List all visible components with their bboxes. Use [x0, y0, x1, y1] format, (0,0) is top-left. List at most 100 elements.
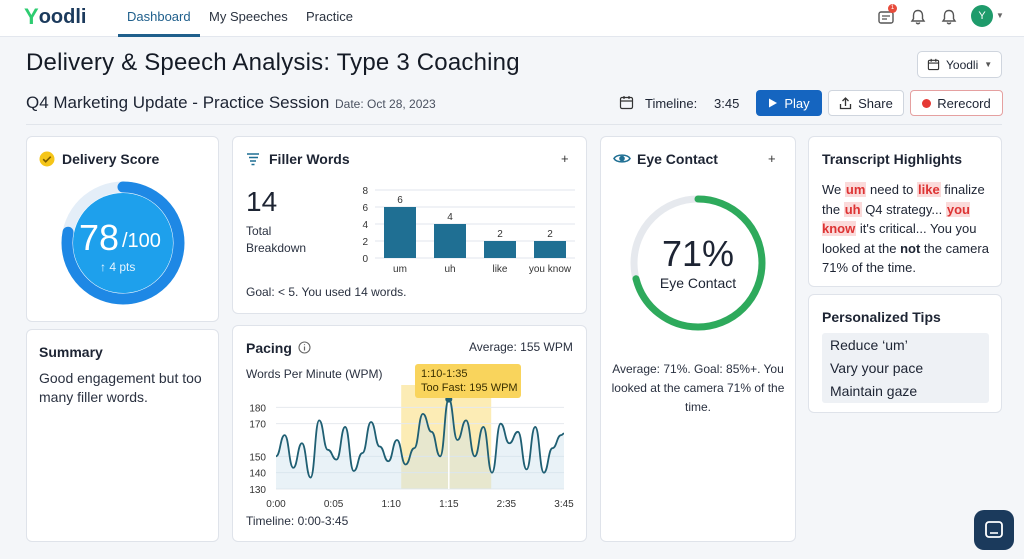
- data-label: 2: [547, 229, 553, 240]
- rerecord-label: Rerecord: [937, 95, 991, 111]
- transcript-text: We um need to like finalize the uh Q4 st…: [822, 180, 994, 278]
- bell-icon-secondary[interactable]: [940, 8, 958, 26]
- pacing-area: [276, 399, 564, 489]
- bar-um: [384, 207, 416, 258]
- active-tab-indicator: [118, 34, 200, 37]
- eye-contact-note: Average: 71%. Goal: 85%+. You looked at …: [611, 362, 785, 414]
- timeline-value: 3:45: [714, 96, 740, 111]
- tip-item: Maintain gaze: [830, 383, 918, 399]
- delivery-score-delta: ↑ 4 pts: [100, 260, 136, 274]
- play-icon: [769, 98, 778, 108]
- add-icon[interactable]: +: [768, 151, 776, 166]
- play-label: Play: [784, 95, 810, 111]
- filler-total-count: 14: [246, 186, 278, 217]
- y-tick-label: 150: [249, 452, 266, 463]
- tab-practice[interactable]: Practice: [306, 9, 353, 24]
- transcript-segment: it's critical... You you looked at the: [822, 221, 977, 256]
- filler-highlight: like: [917, 182, 941, 197]
- pacing-line: [275, 398, 565, 479]
- bar-like: [484, 241, 516, 258]
- timeline-label: Timeline:: [645, 96, 698, 111]
- check-circle-icon: [39, 151, 55, 167]
- tip-item: Vary your pace: [830, 360, 924, 376]
- y-tick-label: 180: [249, 403, 266, 414]
- info-icon[interactable]: [298, 341, 311, 354]
- x-tick-label: 3:45: [554, 499, 574, 510]
- x-tick-label: you know: [529, 264, 572, 275]
- workspace-select[interactable]: Yoodli ▼: [917, 51, 1002, 78]
- play-button[interactable]: Play: [756, 90, 822, 116]
- y-tick-label: 2: [362, 237, 368, 248]
- y-tick-label: 4: [362, 220, 368, 231]
- delivery-score-denominator: /100: [122, 230, 161, 252]
- tooltip-range: 1:10-1:35: [421, 368, 468, 380]
- avatar[interactable]: Y: [971, 5, 993, 27]
- pacing-line-chart: 130 140 150 170 180 0:00 0:05 1:10 1:15 2:35 3:45: [249, 385, 574, 510]
- bar-you-know: [534, 241, 566, 258]
- inbox-icon[interactable]: [877, 8, 895, 26]
- tooltip-text: Too Fast: 195 WPM: [421, 382, 518, 394]
- yoodli-logo[interactable]: Y oodli: [24, 4, 87, 29]
- x-tick-label: uh: [444, 264, 455, 275]
- x-tick-label: 1:10: [381, 499, 401, 510]
- filler-total-label: Total: [246, 224, 272, 238]
- chevron-down-icon[interactable]: ▼: [996, 11, 1004, 20]
- bell-icon[interactable]: [909, 8, 927, 26]
- workspace-label: Yoodli: [946, 57, 979, 72]
- page-title: Delivery & Speech Analysis: Type 3 Coach…: [26, 49, 520, 76]
- share-icon: [839, 96, 852, 109]
- transcript-segment: Q4 strategy...: [861, 201, 946, 217]
- x-tick-label: like: [492, 264, 507, 275]
- y-tick-label: 140: [249, 469, 266, 480]
- add-icon[interactable]: +: [561, 151, 569, 166]
- share-button[interactable]: Share: [828, 90, 904, 116]
- eye-contact-label: Eye Contact: [659, 275, 737, 291]
- delivery-score-value: 78: [79, 217, 120, 258]
- filler-words-title: Filler Words: [269, 151, 350, 167]
- rerecord-button[interactable]: Rerecord: [910, 90, 1003, 116]
- tab-dashboard[interactable]: Dashboard: [127, 9, 191, 24]
- delivery-score-title: Delivery Score: [62, 151, 160, 167]
- delivery-score-gauge: [61, 181, 185, 305]
- y-tick-label: 170: [249, 420, 266, 431]
- eye-icon: [613, 154, 631, 163]
- divider: [26, 124, 1002, 125]
- pacing-card: [232, 325, 587, 542]
- pacing-timeline: Timeline: 0:00-3:45: [246, 514, 349, 528]
- y-tick-label: 130: [249, 485, 266, 496]
- emphasis-text: not: [900, 240, 921, 256]
- chat-button[interactable]: [974, 510, 1014, 550]
- chat-icon: [985, 521, 1003, 538]
- tab-my-speeches[interactable]: My Speeches: [209, 9, 288, 24]
- x-tick-label: 0:05: [324, 499, 344, 510]
- transcript-segment: need to: [866, 182, 917, 197]
- tips-list: [822, 333, 989, 403]
- y-tick-label: 6: [362, 203, 368, 214]
- chevron-down-icon: ▼: [984, 60, 993, 69]
- filler-goal-text: Goal: < 5. You used 14 words.: [246, 285, 407, 299]
- eye-contact-title: Eye Contact: [637, 151, 718, 167]
- pacing-title: Pacing: [246, 340, 292, 356]
- x-tick-label: 1:15: [439, 499, 459, 510]
- pacing-tooltip: 1:10-1:35 Too Fast: 195 WPM: [415, 364, 521, 398]
- pacing-y-axis-label: Words Per Minute (WPM): [246, 367, 383, 381]
- summary-card: [26, 329, 219, 542]
- data-label: 2: [497, 229, 503, 240]
- x-tick-label: um: [393, 264, 407, 275]
- filler-breakdown-label: Breakdown: [246, 241, 307, 255]
- y-tick-label: 8: [362, 186, 368, 197]
- list-icon: [247, 153, 259, 166]
- eye-contact-card: [600, 136, 796, 542]
- session-title: Q4 Marketing Update - Practice Session: [26, 93, 330, 112]
- transcript-segment: We: [822, 182, 845, 197]
- data-label: 6: [397, 195, 403, 206]
- share-label: Share: [858, 95, 893, 111]
- session-date: Date: Oct 28, 2023: [335, 97, 436, 111]
- summary-title: Summary: [39, 344, 103, 360]
- top-navigation: Y oodli Dashboard My Speeches Practice 1…: [0, 0, 1024, 37]
- logo-text: oodli: [38, 5, 87, 28]
- x-tick-label: 2:35: [497, 499, 517, 510]
- eye-contact-percent: 71%: [661, 233, 735, 274]
- pacing-average: Average: 155 WPM: [469, 340, 573, 354]
- data-label: 4: [447, 212, 453, 223]
